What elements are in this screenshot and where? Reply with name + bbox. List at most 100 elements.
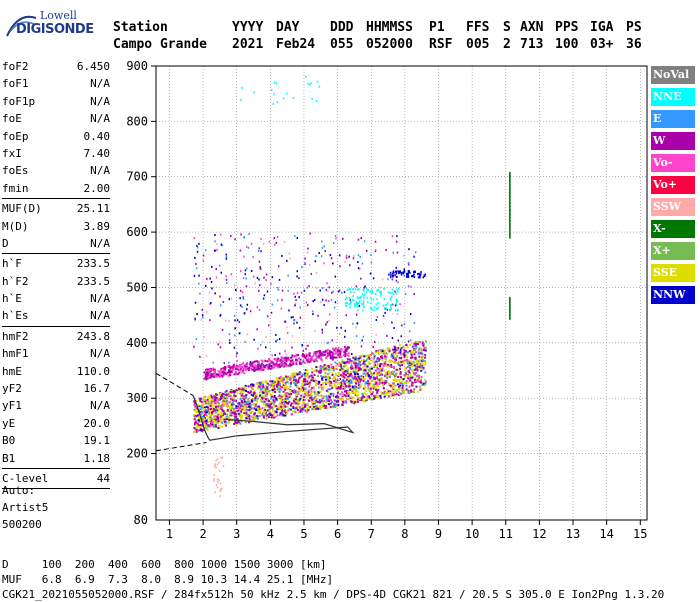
param-key: foEs xyxy=(2,164,29,178)
logo-line1: Lowell xyxy=(40,9,77,22)
legend-item-x-: X+ xyxy=(651,242,695,260)
scaled-parameters-panel: foF2 6.450 foF1 N/A foF1p N/A foE N/A foEp 0.40 fx… xyxy=(2,58,110,490)
x-tick-label: 15 xyxy=(633,527,647,541)
header-value-ps: 36 xyxy=(626,37,642,52)
param-key: h`F xyxy=(2,257,22,271)
param-key: h`Es xyxy=(2,309,29,323)
polarization-legend: NoVal NNE E W Vo- Vo+ SSW X- X+ SSE NNW xyxy=(651,66,695,308)
x-tick-label: 10 xyxy=(465,527,479,541)
header-label-hhmmss: HHMMSS xyxy=(366,20,413,35)
param-key: C-level xyxy=(2,471,49,485)
header-value-p1: RSF xyxy=(429,37,453,52)
y-tick-label: 700 xyxy=(126,170,148,184)
param-value: N/A xyxy=(90,164,110,178)
param-row: foF1 N/A xyxy=(2,75,110,92)
header-label-yyyy: YYYY xyxy=(232,20,264,35)
param-divider xyxy=(2,325,110,327)
param-value: 25.11 xyxy=(76,202,110,216)
param-row: h`F2 233.5 xyxy=(2,273,110,290)
param-value: 0.40 xyxy=(83,129,111,143)
param-value: 7.40 xyxy=(83,146,111,160)
param-row: D N/A xyxy=(2,235,110,252)
y-tick-label: 400 xyxy=(126,336,148,350)
header-label-ffs: FFS xyxy=(466,20,490,35)
x-tick-label: 14 xyxy=(599,527,613,541)
param-value: N/A xyxy=(90,112,110,126)
x-tick-label: 13 xyxy=(566,527,580,541)
legend-item-x-: X- xyxy=(651,220,695,238)
param-value: 233.5 xyxy=(76,257,110,271)
param-key: D xyxy=(2,236,9,250)
plot-frame xyxy=(155,65,648,521)
y-tick-label: 300 xyxy=(126,391,148,405)
header-value-s: 2 xyxy=(503,37,511,52)
param-row: hmE 110.0 xyxy=(2,363,110,380)
param-value: 44 xyxy=(96,471,110,485)
param-value: 20.0 xyxy=(83,416,111,430)
param-divider xyxy=(2,488,110,490)
param-key: foF1 xyxy=(2,77,29,91)
param-value: N/A xyxy=(90,77,110,91)
header-label-station: Station xyxy=(113,20,168,35)
param-row: foEs N/A xyxy=(2,162,110,179)
param-divider xyxy=(2,467,110,469)
x-tick-label: 4 xyxy=(267,527,274,541)
header-label-pps: PPS xyxy=(555,20,579,35)
x-tick-label: 7 xyxy=(368,527,375,541)
param-row: M(D) 3.89 xyxy=(2,218,110,235)
param-value: 110.0 xyxy=(76,364,110,378)
header-value-ddd: 055 xyxy=(330,37,354,52)
param-value: N/A xyxy=(90,309,110,323)
profile-trace xyxy=(192,395,355,441)
param-key: B0 xyxy=(2,434,16,448)
header-value-ffs: 005 xyxy=(466,37,490,52)
param-row: MUF(D) 25.11 xyxy=(2,200,110,217)
param-key: B1 xyxy=(2,451,16,465)
legend-item-w: W xyxy=(651,132,695,150)
param-row: h`E N/A xyxy=(2,290,110,307)
header-label-s: S xyxy=(503,20,511,35)
param-value: 16.7 xyxy=(83,382,111,396)
header-label-iga: IGA xyxy=(590,20,614,35)
legend-item-e: E xyxy=(651,110,695,128)
x-tick-label: 11 xyxy=(499,527,513,541)
profile-extrapolation-upper xyxy=(155,372,194,396)
param-value: 2.00 xyxy=(83,181,111,195)
param-key: M(D) xyxy=(2,219,29,233)
param-key: yF2 xyxy=(2,382,22,396)
param-divider xyxy=(2,253,110,255)
legend-item-sse: SSE xyxy=(651,264,695,282)
param-row: B1 1.18 xyxy=(2,450,110,467)
param-row: foF2 6.450 xyxy=(2,58,110,75)
param-key: yE xyxy=(2,416,16,430)
param-value: 19.1 xyxy=(83,434,111,448)
x-tick-label: 6 xyxy=(334,527,341,541)
x-tick-label: 1 xyxy=(166,527,173,541)
header-value-day: Feb24 xyxy=(276,37,316,52)
logo-line2: DIGISONDE xyxy=(16,22,94,37)
header-value-pps: 100 xyxy=(555,37,579,52)
header-label-axn: AXN xyxy=(520,20,544,35)
y-tick-label: 200 xyxy=(126,447,148,461)
param-key: foF2 xyxy=(2,60,29,73)
param-key: foEp xyxy=(2,129,29,143)
header-value-iga: 03+ xyxy=(590,37,614,52)
param-row: yF2 16.7 xyxy=(2,380,110,397)
param-row: foF1p N/A xyxy=(2,93,110,110)
x-tick-label: 2 xyxy=(199,527,206,541)
file-info-line: CGK21_2021055052000.RSF / 284fx512h 50 k… xyxy=(2,588,665,601)
param-key: hmE xyxy=(2,364,22,378)
legend-item-nnw: NNW xyxy=(651,286,695,304)
autoscaling-info: Auto: Artist5 500200 xyxy=(2,482,48,533)
x-tick-label: 9 xyxy=(435,527,442,541)
param-value: N/A xyxy=(90,292,110,306)
param-value: 233.5 xyxy=(76,274,110,288)
param-key: MUF(D) xyxy=(2,202,42,216)
header-value-hhmmss: 052000 xyxy=(366,37,413,52)
param-row: foE N/A xyxy=(2,110,110,127)
param-key: fmin xyxy=(2,181,29,195)
param-row: fmin 2.00 xyxy=(2,180,110,197)
header-value-station: Campo Grande xyxy=(113,37,207,52)
echo-points xyxy=(155,75,511,498)
param-row: B0 19.1 xyxy=(2,432,110,449)
